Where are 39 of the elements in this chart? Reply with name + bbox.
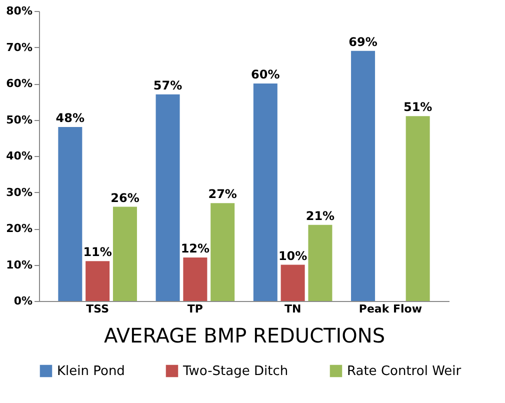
data-label: 48% xyxy=(56,111,85,125)
data-label: 21% xyxy=(306,208,335,223)
data-label: 12% xyxy=(180,242,210,256)
data-label: 11% xyxy=(83,245,112,260)
x-tick-label: TN xyxy=(284,302,302,316)
data-label: 57% xyxy=(153,78,182,92)
bar xyxy=(351,50,376,301)
bar xyxy=(308,224,332,301)
bar xyxy=(58,127,82,301)
legend-label: Rate Control Weir xyxy=(347,364,462,379)
data-label: 27% xyxy=(208,187,237,202)
y-tick-label: 50% xyxy=(6,113,32,126)
x-tick-label: Peak Flow xyxy=(358,302,422,316)
bar xyxy=(280,264,305,301)
y-tick-label: 40% xyxy=(6,150,32,162)
bar xyxy=(156,94,180,301)
bar xyxy=(86,261,110,301)
bar xyxy=(406,116,430,301)
legend-label: Klein Pond xyxy=(57,364,125,379)
y-tick-label: 30% xyxy=(6,186,32,199)
data-label: 10% xyxy=(278,248,308,263)
bar xyxy=(183,258,208,301)
y-tick-label: 0% xyxy=(14,294,32,308)
bar xyxy=(253,84,278,301)
x-tick-label: TSS xyxy=(86,302,110,316)
x-tick-label: TP xyxy=(187,302,203,316)
y-tick-label: 60% xyxy=(6,77,32,90)
data-label: 51% xyxy=(403,100,432,114)
data-label: 26% xyxy=(110,190,140,205)
y-tick-label: 10% xyxy=(6,258,32,272)
bar xyxy=(210,203,235,301)
legend-label: Two-Stage Ditch xyxy=(182,364,288,379)
data-label: 60% xyxy=(251,68,280,82)
y-tick-label: 20% xyxy=(6,222,32,235)
data-label: 69% xyxy=(348,34,378,49)
y-tick-label: 80% xyxy=(6,4,32,18)
x-axis-title: AVERAGE BMP REDUCTIONS xyxy=(104,324,386,348)
bar xyxy=(112,206,137,301)
y-tick-label: 70% xyxy=(6,40,32,54)
